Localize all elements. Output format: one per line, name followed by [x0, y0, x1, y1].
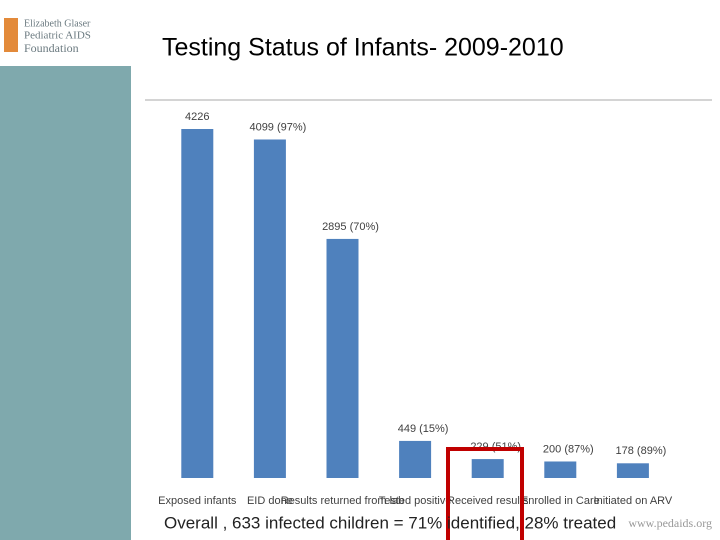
bar: [399, 440, 432, 478]
x-tick-label: Tested positive: [379, 495, 452, 507]
data-label: 178 (89%): [616, 445, 667, 457]
logo-icon: [4, 18, 18, 52]
sidebar: [0, 66, 131, 540]
bar: [616, 463, 649, 478]
url: www.pedaids.org: [628, 516, 712, 530]
chart-title: Testing Status of Infants- 2009-2010: [162, 34, 564, 62]
x-tick-label: Received results: [447, 495, 529, 507]
bar: [253, 139, 286, 479]
x-tick-label: EID done: [247, 495, 293, 507]
highlight-box: [446, 447, 524, 540]
data-label: 200 (87%): [543, 443, 594, 455]
data-label: 4099 (97%): [249, 121, 306, 133]
data-label: 4226: [185, 111, 209, 123]
logo-text: Foundation: [24, 41, 79, 55]
bar: [544, 461, 577, 478]
x-tick-label: Initiated on ARV: [594, 495, 673, 507]
bar: [181, 129, 214, 478]
x-tick-label: Results returned from lab: [281, 495, 405, 507]
logo-text: Pediatric AIDS: [24, 30, 91, 42]
summary: Overall , 633 infected children = 71% id…: [164, 513, 616, 532]
x-tick-label: Exposed infants: [158, 495, 237, 507]
data-label: 449 (15%): [398, 423, 449, 435]
data-label: 229 (51%): [470, 441, 521, 453]
x-tick-label: Enrolled in Care: [521, 495, 600, 507]
bar: [471, 459, 504, 478]
logo-text: Elizabeth Glaser: [24, 18, 91, 29]
bar: [326, 238, 359, 478]
data-label: 2895 (70%): [322, 221, 379, 233]
